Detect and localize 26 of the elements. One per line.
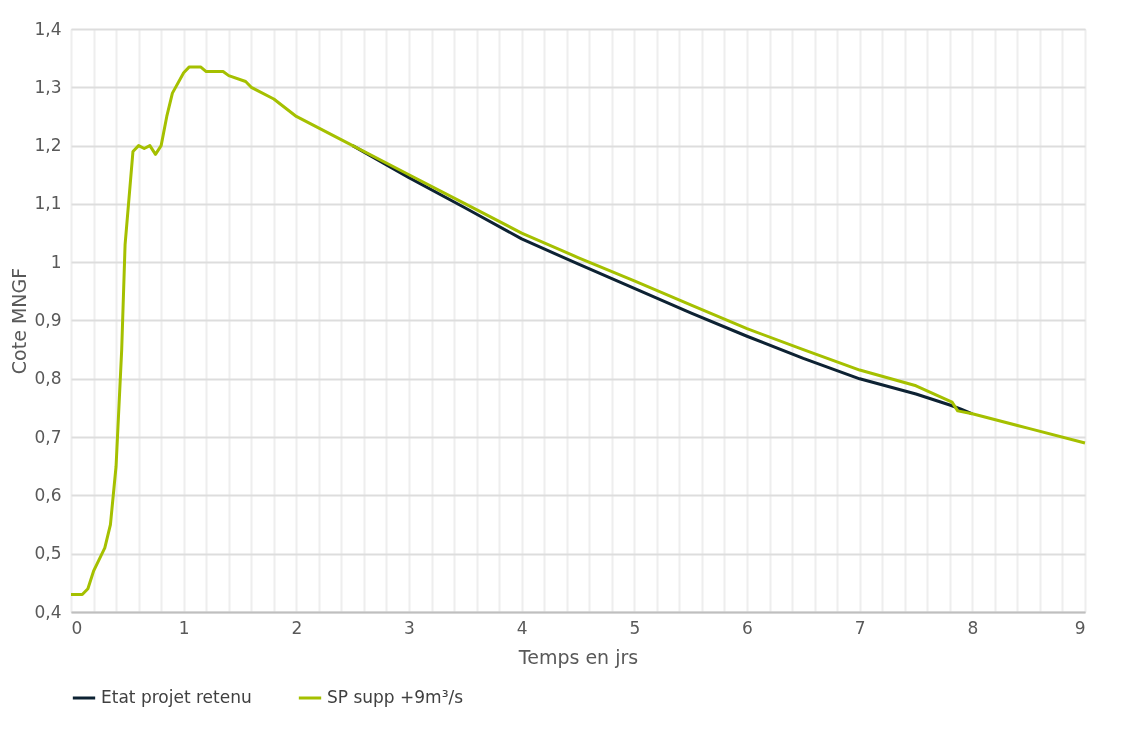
- x-tick-label: 5: [629, 617, 641, 638]
- x-tick-label: 0: [71, 617, 83, 638]
- line-series: [69, 65, 1087, 597]
- legend-label: Etat projet retenu: [101, 687, 252, 707]
- y-tick-label: 1,4: [34, 18, 62, 39]
- x-tick-label: 4: [516, 617, 528, 638]
- y-tick-label: 1,3: [34, 76, 62, 97]
- legend-label: SP supp +9m³/s: [327, 687, 464, 707]
- y-tick-label: 0,6: [34, 484, 62, 505]
- x-tick-label: 7: [854, 617, 866, 638]
- x-tick-label: 2: [291, 617, 303, 638]
- y-tick-label: 1: [50, 251, 62, 272]
- x-tick-label: 3: [404, 617, 415, 638]
- y-tick-label: 1,1: [34, 193, 62, 214]
- y-axis-title: Cote MNGF: [8, 267, 31, 375]
- y-tick-label: 0,5: [34, 543, 62, 564]
- x-axis-title: Temps en jrs: [517, 645, 639, 668]
- y-tick-label: 0,9: [34, 310, 62, 330]
- x-tick-label: 1: [178, 617, 190, 638]
- y-tick-label: 0,7: [34, 426, 62, 447]
- x-tick-label: 9: [1074, 617, 1086, 638]
- x-tick-label: 6: [742, 617, 753, 638]
- y-tick-label: 1,2: [34, 135, 62, 156]
- y-tick-label: 0,4: [34, 601, 62, 622]
- x-tick-label: 8: [967, 617, 979, 638]
- y-tick-label: 0,8: [34, 368, 62, 389]
